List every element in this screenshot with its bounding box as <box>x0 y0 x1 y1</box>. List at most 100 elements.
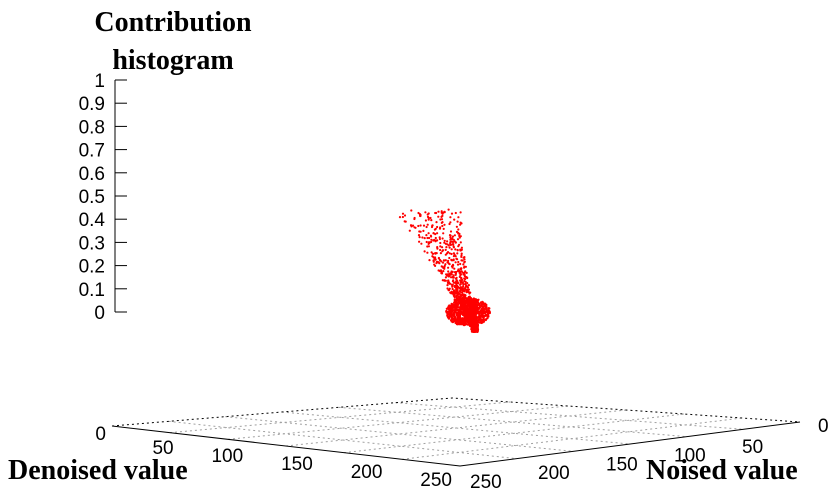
x-tick-label: 100 <box>211 446 243 467</box>
data-point <box>426 223 429 226</box>
base-z-tick-label: 0 <box>95 424 106 445</box>
data-point <box>434 236 437 240</box>
z-tick-label: 0 <box>94 303 105 324</box>
data-point <box>452 264 455 267</box>
data-point <box>466 282 469 285</box>
data-point <box>418 240 421 243</box>
data-point <box>443 239 446 242</box>
data-point <box>485 305 488 308</box>
data-point <box>449 230 453 233</box>
data-point <box>457 216 460 219</box>
z-tick-label: 0.6 <box>79 164 105 185</box>
data-point <box>457 315 461 318</box>
data-point <box>461 281 464 284</box>
data-point <box>435 221 438 224</box>
data-point <box>472 328 475 331</box>
data-point <box>450 276 453 279</box>
data-point <box>473 326 477 330</box>
data-point <box>467 312 470 315</box>
data-point <box>449 238 452 241</box>
base-grid <box>168 401 744 460</box>
data-point <box>468 300 472 303</box>
data-point <box>447 281 451 284</box>
data-point <box>464 319 467 322</box>
data-point <box>419 214 422 218</box>
data-point <box>463 322 467 325</box>
data-point <box>459 248 462 251</box>
data-point <box>469 297 473 300</box>
data-point <box>410 209 413 212</box>
data-point <box>420 242 423 245</box>
data-point <box>422 229 425 232</box>
data-point <box>424 219 427 222</box>
data-point <box>444 263 447 266</box>
x-tick-label: 250 <box>420 470 452 491</box>
data-point <box>466 306 469 310</box>
data-point <box>462 307 465 311</box>
data-point <box>427 232 430 235</box>
data-point <box>470 308 474 311</box>
x-tick-label: 50 <box>152 438 173 459</box>
data-point <box>451 243 455 246</box>
data-point <box>434 239 437 242</box>
data-point <box>463 314 466 318</box>
data-point <box>464 270 467 273</box>
data-point <box>447 208 450 211</box>
data-point <box>463 261 466 264</box>
data-point <box>449 310 452 314</box>
data-point <box>464 309 468 313</box>
data-point <box>450 273 453 276</box>
data-point <box>469 315 473 319</box>
data-point <box>461 305 465 308</box>
data-point <box>481 313 484 317</box>
data-point <box>447 310 451 313</box>
data-point <box>445 311 448 314</box>
data-point <box>449 319 453 322</box>
data-point <box>458 323 462 326</box>
data-point <box>450 259 453 262</box>
data-point <box>426 245 429 248</box>
data-point <box>463 258 466 261</box>
data-point <box>427 241 431 244</box>
data-point <box>439 245 442 248</box>
data-point <box>471 305 475 308</box>
data-point <box>448 222 451 226</box>
data-point <box>452 258 455 261</box>
data-point <box>454 261 457 264</box>
data-point <box>444 242 447 245</box>
data-point <box>477 318 480 322</box>
data-point <box>425 225 428 229</box>
y-tick-label: 200 <box>538 463 570 484</box>
data-point <box>446 284 449 287</box>
data-point <box>459 211 462 214</box>
data-point <box>437 261 440 264</box>
data-point <box>403 214 407 217</box>
data-point <box>441 214 444 217</box>
data-point <box>448 263 451 266</box>
data-point <box>436 247 439 250</box>
data-point <box>439 259 442 262</box>
y-tick-label: 250 <box>470 472 502 491</box>
data-point <box>417 224 420 228</box>
data-point <box>430 235 433 238</box>
data-point <box>461 287 464 290</box>
data-point <box>432 259 435 262</box>
data-point <box>445 273 448 276</box>
data-point <box>448 234 452 237</box>
z-tick-label: 0.8 <box>79 117 105 138</box>
data-point <box>410 225 413 228</box>
grid-line <box>401 417 743 460</box>
z-axis-title-line2: histogram <box>112 45 234 76</box>
data-point <box>451 287 454 291</box>
data-point <box>439 252 442 255</box>
data-point <box>456 258 459 261</box>
data-point <box>423 237 426 240</box>
data-point <box>441 249 445 252</box>
data-point <box>446 251 450 254</box>
data-point <box>459 221 462 224</box>
data-point <box>456 293 459 296</box>
grid-line <box>395 402 744 430</box>
data-point <box>440 265 443 268</box>
data-point <box>446 240 449 243</box>
data-point <box>452 274 455 277</box>
